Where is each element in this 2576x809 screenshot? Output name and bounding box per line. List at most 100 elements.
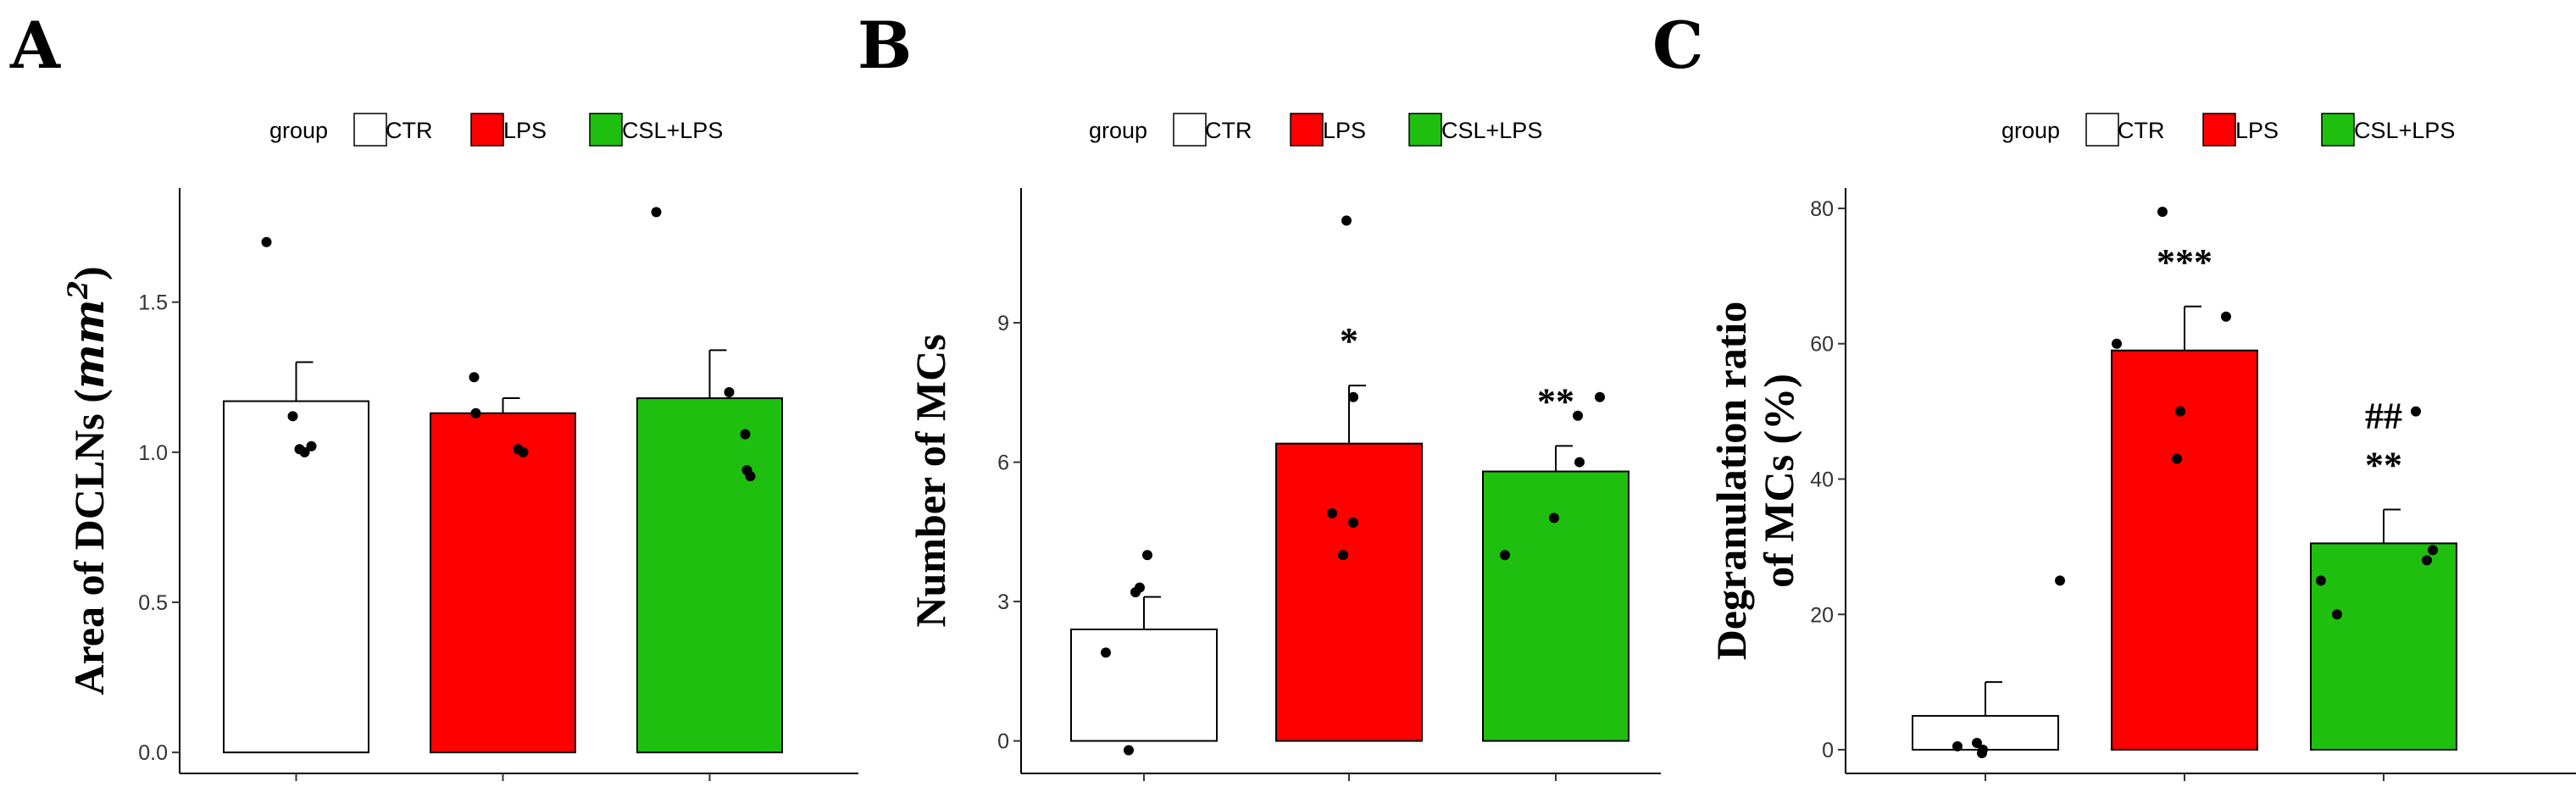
significance-label: ## <box>2365 395 2402 436</box>
y-axis-title-text: Area of DCLNs <box>65 413 113 695</box>
y-tick-label: 9 <box>997 312 1009 335</box>
data-point <box>261 236 272 247</box>
data-point <box>2221 311 2231 322</box>
data-point <box>1135 582 1145 593</box>
panel-letter: A <box>9 8 61 83</box>
legend-swatch <box>1173 113 1207 147</box>
legend-title: group <box>1089 118 1147 143</box>
bar-csl-lps <box>2310 542 2457 751</box>
data-point <box>2411 406 2421 417</box>
y-axis-title-unit: mm <box>64 299 114 389</box>
y-axis-title: Degranulation ratio <box>1707 302 1755 661</box>
data-point <box>287 411 298 422</box>
legend-label: CSL+LPS <box>2354 118 2455 143</box>
bar-ctr <box>1912 715 2059 751</box>
data-point <box>1348 391 1358 402</box>
y-tick-label: 1.5 <box>138 291 168 315</box>
panel-letter: B <box>858 8 912 83</box>
y-axis-title-paren-close: ) <box>65 266 113 280</box>
bar-lps <box>430 412 576 754</box>
data-point <box>1574 457 1585 468</box>
data-point <box>1101 647 1111 658</box>
data-point <box>299 446 310 457</box>
data-point <box>1972 738 1982 749</box>
legend-swatch <box>589 113 623 147</box>
legend-label: LPS <box>2235 118 2279 143</box>
data-point <box>469 372 480 383</box>
bar-lps <box>1275 442 1423 742</box>
data-point <box>1327 507 1337 518</box>
legend-swatch <box>1408 113 1442 147</box>
y-tick-label: 6 <box>997 452 1009 475</box>
significance-label: * <box>1340 320 1358 362</box>
data-point <box>2428 545 2438 556</box>
legend-swatch <box>2202 113 2236 147</box>
legend-label: CSL+LPS <box>622 118 723 143</box>
legend-swatch <box>353 113 387 147</box>
legend-title: group <box>2001 118 2060 143</box>
y-tick-label: 0 <box>1822 739 1834 762</box>
legend-label: LPS <box>1323 118 1366 143</box>
y-tick-label: 0 <box>997 730 1009 754</box>
data-point <box>724 386 735 397</box>
legend: group CTR LPS CSL+LPS <box>1089 113 1542 147</box>
data-point <box>1338 550 1348 561</box>
data-point <box>1142 550 1152 561</box>
y-tick-label: 40 <box>1810 468 1834 492</box>
significance-label: ** <box>1537 380 1574 422</box>
data-point <box>2055 575 2065 586</box>
data-point <box>1341 215 1352 226</box>
bar-csl-lps <box>636 397 783 754</box>
data-point <box>1124 745 1134 756</box>
y-tick-label: 0.0 <box>138 741 168 765</box>
data-point <box>1978 745 1988 756</box>
data-point <box>1549 513 1559 524</box>
data-point <box>2316 575 2326 586</box>
y-tick-label: 3 <box>997 590 1009 614</box>
data-point <box>1952 741 1963 752</box>
data-point <box>1573 410 1583 421</box>
bar-ctr <box>223 400 369 754</box>
legend-label: LPS <box>503 118 547 143</box>
y-axis-title-line2: of MCs (%) <box>1755 374 1802 588</box>
data-point <box>2112 338 2122 349</box>
data-point <box>1348 517 1358 528</box>
bar-csl-lps <box>1482 470 1629 742</box>
panel-letter: C <box>1652 8 1704 83</box>
legend-swatch <box>470 113 504 147</box>
significance-label: *** <box>2157 241 2212 283</box>
legend: group CTR LPS CSL+LPS <box>2001 113 2455 147</box>
bar-lps <box>2111 349 2258 751</box>
data-point <box>1500 550 1510 561</box>
data-point <box>745 471 756 482</box>
y-axis-title: Number of MCs <box>907 334 954 627</box>
y-tick-label: 60 <box>1810 333 1834 357</box>
data-point <box>651 207 662 218</box>
y-tick-label: 0.5 <box>138 591 168 615</box>
y-tick-label: 20 <box>1810 603 1834 627</box>
legend-label: CTR <box>386 118 433 143</box>
data-point <box>2422 555 2432 566</box>
significance-label: ** <box>2365 444 2402 485</box>
data-point <box>2172 453 2182 464</box>
bar-ctr <box>1070 628 1218 742</box>
y-axis-title-paren-open: ( <box>65 389 113 413</box>
legend-swatch <box>1290 113 1324 147</box>
legend-swatch <box>2085 113 2119 147</box>
legend: group CTR LPS CSL+LPS <box>269 113 723 147</box>
legend-label: CTR <box>2118 118 2165 143</box>
y-axis-title: Area of DCLNs (mm2) <box>62 266 114 695</box>
legend-title: group <box>269 118 328 143</box>
legend-swatch <box>2321 113 2355 147</box>
data-point <box>2157 206 2168 217</box>
y-tick-label: 80 <box>1810 197 1834 221</box>
data-point <box>2332 609 2342 620</box>
data-point <box>740 429 751 440</box>
y-tick-label: 1.0 <box>138 441 168 465</box>
data-point <box>2175 406 2185 417</box>
data-point <box>470 407 481 418</box>
